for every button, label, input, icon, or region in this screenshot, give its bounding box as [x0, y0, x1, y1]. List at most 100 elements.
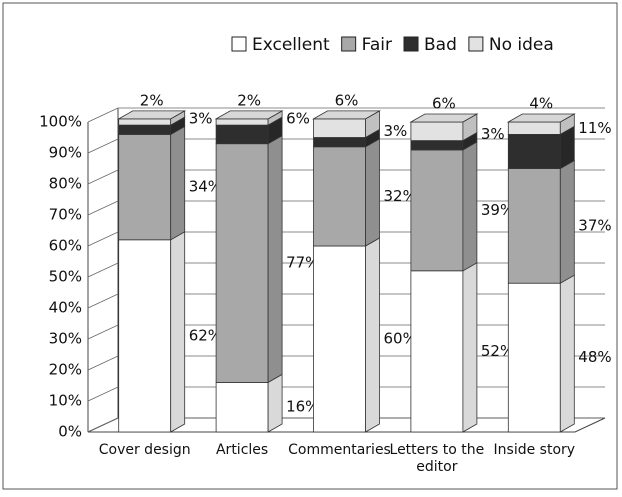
y-tick-label: 40%	[49, 299, 82, 317]
bar-front	[215, 118, 269, 126]
y-tick-label: 100%	[39, 113, 82, 131]
bar-top	[214, 110, 284, 120]
bar-front	[118, 124, 172, 135]
y-tick-label: 10%	[49, 392, 82, 410]
data-label: 3%	[189, 110, 213, 128]
bar-segment	[118, 231, 186, 433]
bar-segment	[117, 110, 187, 126]
bar-front	[118, 133, 172, 241]
x-tick-label: Commentaries	[288, 442, 391, 458]
data-label: 6%	[286, 110, 310, 128]
legend-label: No idea	[489, 35, 554, 55]
bar-front	[118, 239, 172, 433]
bar-front	[507, 168, 561, 284]
bar-segment	[313, 237, 380, 433]
bar-front	[313, 118, 366, 138]
bar-side	[365, 138, 380, 247]
bar-side	[170, 125, 186, 241]
data-label: 62%	[189, 326, 222, 344]
bar-side	[267, 373, 283, 433]
bar-front	[313, 245, 366, 433]
bar-side	[170, 231, 186, 433]
bar-segment	[215, 135, 283, 384]
bar-side	[559, 159, 575, 284]
bar-segment	[409, 113, 479, 142]
legend-label: Excellent	[252, 35, 330, 55]
bar-front	[313, 146, 366, 247]
data-label: 77%	[286, 254, 319, 272]
bar-front	[507, 133, 561, 169]
bar-segment	[410, 262, 478, 433]
data-label: 37%	[578, 216, 611, 234]
x-tick-label: Cover design	[98, 442, 191, 458]
y-tick-label: 90%	[49, 144, 82, 162]
bar-top	[311, 110, 382, 120]
data-label: 3%	[384, 122, 408, 140]
bar-segment	[507, 274, 575, 433]
y-tick-label: 60%	[49, 237, 82, 255]
y-tick-label: 20%	[49, 361, 82, 379]
bar-segment	[311, 110, 382, 139]
bar-segment	[214, 110, 284, 126]
frame	[2, 2, 618, 490]
y-tick-label: 30%	[49, 330, 82, 348]
y-tick-label: 50%	[49, 268, 82, 286]
legend-swatch	[468, 36, 484, 52]
data-label: 16%	[286, 398, 319, 416]
data-label: 6%	[432, 95, 456, 113]
bar-front	[410, 270, 464, 433]
data-label: 2%	[140, 91, 164, 109]
bar-front	[410, 149, 464, 272]
bar-top	[117, 110, 187, 120]
bar-front	[410, 140, 464, 151]
data-label: 11%	[578, 119, 611, 137]
legend-label: Fair	[362, 35, 392, 55]
bar-top	[506, 113, 576, 123]
bar-top	[409, 113, 479, 123]
bar-side	[559, 274, 575, 433]
bar-front	[507, 282, 561, 433]
bar-segment	[313, 138, 380, 247]
data-label: 4%	[529, 95, 553, 113]
grid-line	[87, 107, 605, 123]
bar-side	[365, 237, 380, 433]
bar-segment	[506, 113, 576, 136]
data-label: 2%	[237, 91, 261, 109]
bar-front	[118, 118, 172, 126]
bar-front	[215, 124, 269, 145]
x-tick-label: Articles	[215, 442, 269, 458]
bar-segment	[215, 373, 283, 433]
legend-swatch	[403, 36, 419, 52]
bar-front	[215, 143, 269, 383]
x-tick-label: Inside story	[493, 442, 576, 458]
bar-segment	[118, 125, 186, 241]
data-label: 3%	[481, 125, 505, 143]
data-label: 52%	[481, 342, 514, 360]
legend-label: Bad	[424, 35, 457, 55]
bar-front	[313, 137, 366, 148]
x-tick-label: Letters to the editor	[389, 442, 485, 475]
bar-front	[215, 381, 269, 433]
y-tick-label: 0%	[58, 423, 82, 441]
bar-side	[267, 135, 283, 384]
legend-swatch	[231, 36, 247, 52]
data-label: 48%	[578, 348, 611, 366]
bar-segment	[410, 141, 478, 272]
bar-front	[410, 121, 464, 142]
bar-segment	[215, 116, 283, 145]
y-tick-label: 80%	[49, 175, 82, 193]
data-label: 32%	[384, 187, 417, 205]
bar-segment	[507, 159, 575, 284]
y-tick-label: 70%	[49, 206, 82, 224]
bar-side	[462, 141, 478, 272]
data-label: 39%	[481, 201, 514, 219]
bar-front	[507, 121, 561, 135]
data-label: 34%	[189, 178, 222, 196]
bar-segment	[507, 125, 575, 170]
bar-side	[462, 262, 478, 433]
data-label: 60%	[384, 330, 417, 348]
data-label: 6%	[335, 91, 359, 109]
legend-swatch	[341, 36, 357, 52]
